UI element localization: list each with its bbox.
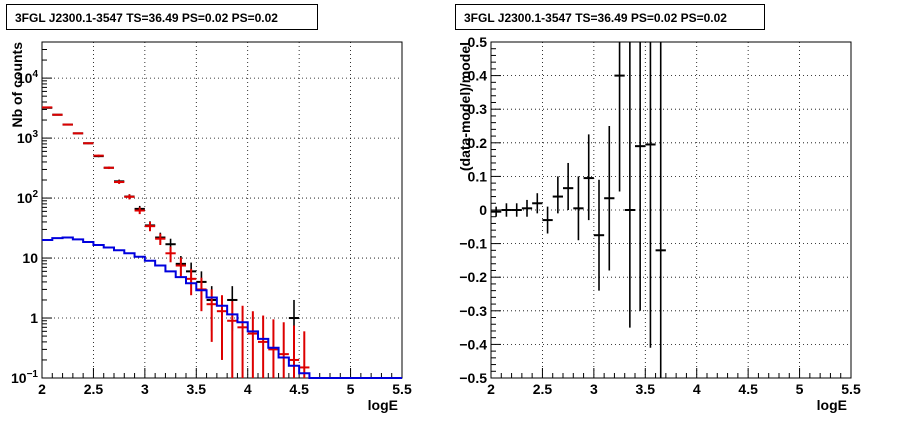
x-tick-label: 3.5: [187, 381, 207, 397]
y-tick-label: −0.2: [459, 269, 487, 285]
y-tick-label: 10: [22, 250, 38, 266]
x-tick-label: 3: [141, 381, 149, 397]
x-tick-label: 5.5: [841, 381, 861, 397]
y-tick-label: 0.2: [468, 135, 488, 151]
y-axis-title: (data-model)/model: [457, 42, 473, 171]
x-tick-label: 2.5: [84, 381, 104, 397]
x-tick-label: 2: [487, 381, 495, 397]
y-tick-label: 1: [30, 310, 38, 326]
y-tick-label: 0.1: [468, 168, 488, 184]
x-axis-title: logE: [817, 397, 847, 413]
y-tick-label: −0.1: [459, 236, 487, 252]
x-axis-title: logE: [368, 397, 398, 413]
y-tick-label: 0.5: [468, 34, 488, 50]
y-tick-label: −0.3: [459, 303, 487, 319]
y-tick-label: −0.4: [459, 336, 487, 352]
x-tick-label: 4.5: [738, 381, 758, 397]
x-tick-label: 5: [347, 381, 355, 397]
y-tick-label: 10−1: [11, 369, 38, 386]
x-tick-label: 4: [244, 381, 252, 397]
x-tick-label: 4.5: [289, 381, 309, 397]
y-tick-label: 103: [17, 129, 39, 146]
y-tick-label: 0: [479, 202, 487, 218]
x-tick-label: 5: [796, 381, 804, 397]
x-tick-label: 3: [590, 381, 598, 397]
y-tick-label: −0.5: [459, 370, 487, 386]
x-tick-label: 4: [693, 381, 701, 397]
y-tick-label: 104: [17, 69, 39, 86]
x-tick-label: 2.5: [533, 381, 553, 397]
x-tick-label: 3.5: [636, 381, 656, 397]
y-tick-label: 102: [17, 189, 39, 206]
y-tick-label: 0.3: [468, 101, 488, 117]
y-axis-title: Nb of counts: [9, 42, 25, 128]
plot-frame: [41, 41, 403, 379]
model-component-step-line: [42, 236, 402, 379]
right-chart-title: 3FGL J2300.1-3547 TS=36.49 PS=0.02 PS=0.…: [455, 4, 765, 30]
x-tick-label: 5.5: [392, 381, 412, 397]
x-tick-label: 2: [38, 381, 46, 397]
left-chart-title: 3FGL J2300.1-3547 TS=36.49 PS=0.02 PS=0.…: [6, 4, 318, 30]
y-tick-label: 0.4: [468, 68, 488, 84]
